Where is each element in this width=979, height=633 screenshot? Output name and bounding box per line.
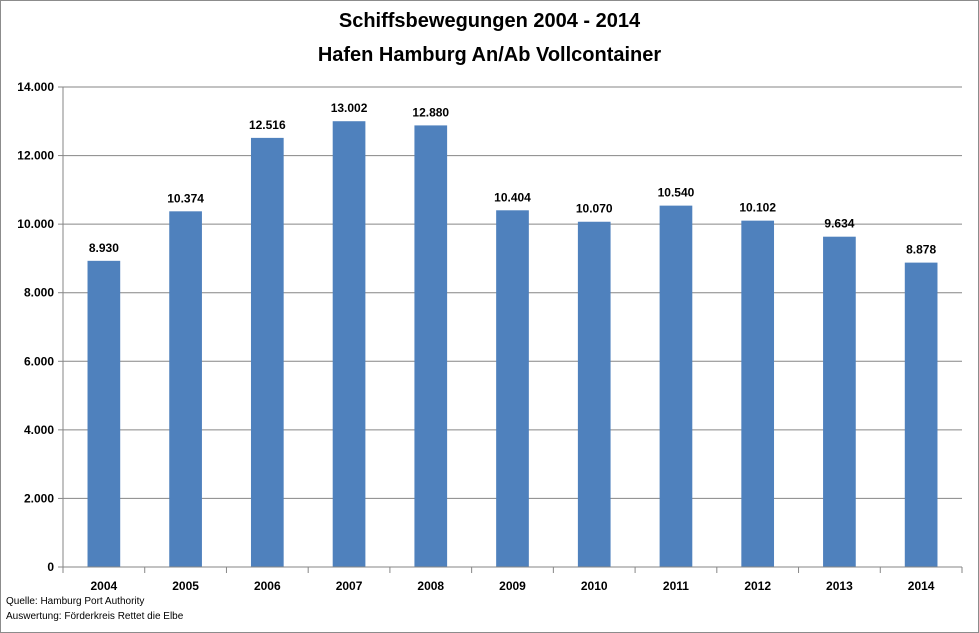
x-tick-label: 2004 <box>91 579 118 593</box>
data-label: 9.634 <box>824 217 854 231</box>
bar <box>169 211 202 567</box>
bar <box>496 210 529 567</box>
data-label: 10.540 <box>658 186 695 200</box>
data-label: 8.930 <box>89 241 119 255</box>
bar <box>659 205 693 567</box>
x-tick-label: 2014 <box>908 579 935 593</box>
bar <box>414 125 448 568</box>
data-label: 8.878 <box>906 243 936 257</box>
x-tick-label: 2010 <box>581 579 608 593</box>
x-tick-label: 2013 <box>826 579 853 593</box>
y-tick-label: 4.000 <box>24 423 54 437</box>
bar <box>823 236 856 568</box>
x-tick-label: 2007 <box>336 579 363 593</box>
y-tick-label: 10.000 <box>17 217 54 231</box>
source-note: Quelle: Hamburg Port Authority <box>6 596 145 607</box>
bar <box>332 121 366 568</box>
y-tick-label: 6.000 <box>24 354 54 368</box>
bar <box>87 260 121 567</box>
data-label: 10.102 <box>739 201 776 215</box>
x-tick-label: 2011 <box>663 579 689 593</box>
bar <box>741 220 775 567</box>
data-label: 13.002 <box>331 101 368 115</box>
y-tick-label: 2.000 <box>24 491 54 505</box>
bar <box>577 221 611 567</box>
x-tick-label: 2006 <box>254 579 281 593</box>
bar <box>904 262 938 567</box>
y-tick-label: 0 <box>47 560 54 574</box>
x-tick-label: 2012 <box>744 579 771 593</box>
bar <box>250 137 284 567</box>
data-label: 10.070 <box>576 202 613 216</box>
y-tick-label: 14.000 <box>17 80 54 94</box>
chart-title: Schiffsbewegungen 2004 - 2014 <box>338 10 641 32</box>
chart-subtitle: Hafen Hamburg An/Ab Vollcontainer <box>317 44 662 66</box>
x-tick-label: 2009 <box>499 579 526 593</box>
y-tick-label: 12.000 <box>17 149 54 163</box>
x-tick-label: 2005 <box>172 579 199 593</box>
x-tick-label: 2008 <box>417 579 444 593</box>
y-tick-label: 8.000 <box>24 286 54 300</box>
data-label: 12.516 <box>249 118 286 132</box>
analysis-note: Auswertung: Förderkreis Rettet die Elbe <box>6 611 184 622</box>
data-label: 12.880 <box>412 105 449 119</box>
data-label: 10.404 <box>494 190 531 204</box>
data-label: 10.374 <box>167 191 204 205</box>
